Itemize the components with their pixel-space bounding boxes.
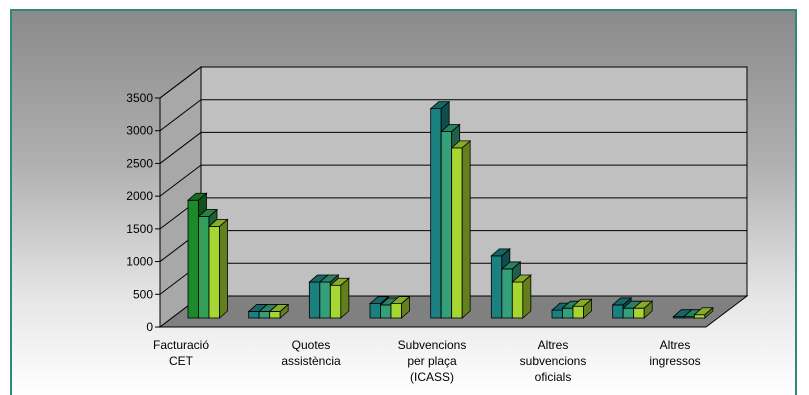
bar xyxy=(380,304,392,319)
bar-top xyxy=(611,297,633,306)
bar-top xyxy=(490,248,511,257)
y-tick-label: 2000 xyxy=(126,189,153,203)
bar xyxy=(208,225,220,319)
bar-top xyxy=(197,209,219,217)
bar-top xyxy=(440,124,461,132)
x-category-label: Altres xyxy=(660,338,691,352)
y-tick-label: 500 xyxy=(133,287,153,301)
bar xyxy=(633,307,645,319)
bar-top xyxy=(268,304,290,312)
bar xyxy=(440,131,453,319)
bar xyxy=(501,268,513,319)
bar xyxy=(390,303,402,319)
y-tick-label: 1000 xyxy=(126,255,153,269)
bar-top xyxy=(693,307,714,316)
bar xyxy=(187,199,199,319)
back-wall xyxy=(200,66,748,297)
y-tick-label: 0 xyxy=(146,320,153,334)
x-category-label: oficials xyxy=(535,370,572,384)
bar xyxy=(551,309,563,319)
bar xyxy=(693,314,706,319)
bar xyxy=(198,216,210,319)
bar xyxy=(430,108,442,319)
gridline-side xyxy=(159,99,202,132)
y-tick-label: 3000 xyxy=(126,124,153,138)
bar xyxy=(308,281,321,319)
bar xyxy=(369,303,381,319)
x-category-label: Facturació xyxy=(153,338,209,352)
bar xyxy=(319,281,331,319)
bar-top xyxy=(571,298,593,307)
gridline-side xyxy=(159,66,202,99)
x-category-label: subvencions xyxy=(520,354,587,368)
gridline-side xyxy=(159,132,202,164)
bar-top xyxy=(500,261,522,270)
x-category-label: assistència xyxy=(281,354,341,368)
bar-top xyxy=(429,101,451,110)
bar-top xyxy=(186,192,208,201)
bar xyxy=(258,311,271,319)
bar-top xyxy=(318,274,340,283)
y-tick-label: 1500 xyxy=(126,222,153,236)
bar-top xyxy=(511,274,532,283)
y-tick-label: 3500 xyxy=(126,91,153,105)
bar xyxy=(612,304,624,319)
x-category-label: Subvencions xyxy=(398,338,467,352)
bar xyxy=(329,284,342,319)
bar xyxy=(248,311,260,319)
bar xyxy=(562,307,574,319)
y-tick-label: 2500 xyxy=(126,156,153,170)
x-category-label: CET xyxy=(169,354,194,368)
bar-top xyxy=(632,300,654,309)
bar-top xyxy=(329,277,350,286)
bar xyxy=(511,281,524,319)
x-category-label: Quotes xyxy=(292,338,331,352)
x-category-label: Altres xyxy=(538,338,569,352)
x-category-label: ingressos xyxy=(649,354,700,368)
bar xyxy=(451,147,463,319)
bar xyxy=(269,311,281,319)
bar xyxy=(572,305,584,319)
gridline-side xyxy=(159,164,202,197)
bar xyxy=(490,255,503,319)
bar-top xyxy=(450,140,472,149)
x-category-label: per plaça xyxy=(407,354,457,368)
bar-top xyxy=(207,218,229,227)
bar-side xyxy=(461,140,471,319)
bar-top xyxy=(368,296,390,305)
bar xyxy=(622,307,635,319)
bar-top xyxy=(389,296,411,305)
bar-side xyxy=(219,218,228,319)
x-category-label: (ICASS) xyxy=(410,370,454,384)
